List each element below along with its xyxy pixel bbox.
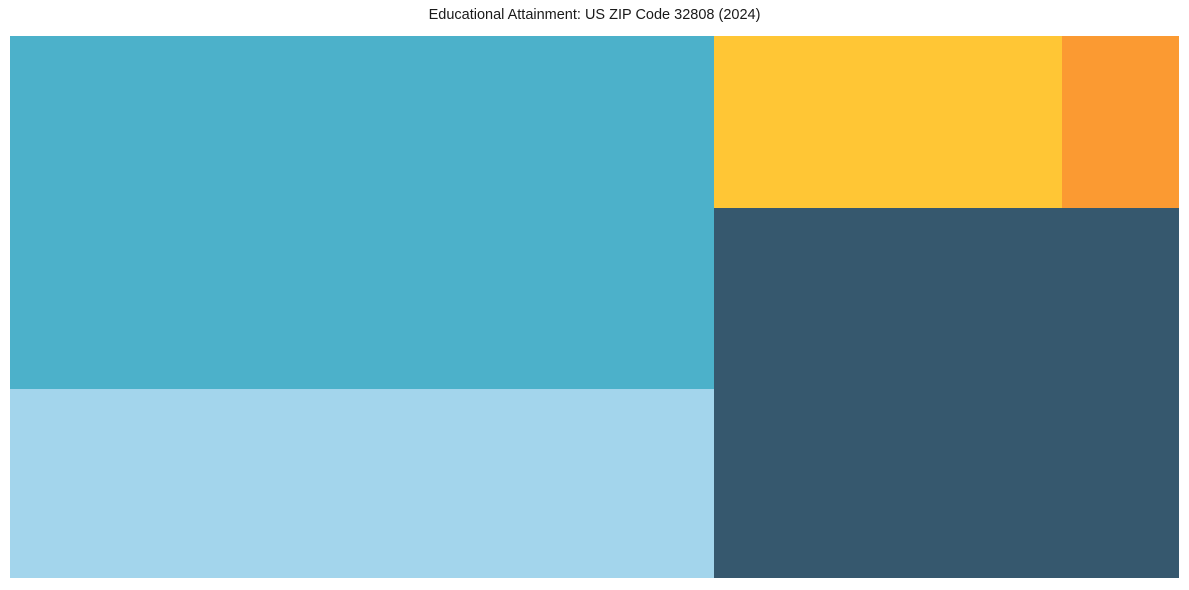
chart-title: Educational Attainment: US ZIP Code 3280…	[428, 7, 761, 23]
treemap-tile-less-than-high-school[interactable]: Less than high school diploma	[1061, 36, 1179, 208]
treemap-tile-associates-degree[interactable]: Associate's degree	[713, 36, 1062, 208]
treemap-tile-high-school-graduate[interactable]: High school graduate (includes equivalen…	[10, 36, 714, 389]
treemap-plot-area: High school graduate (includes equivalen…	[10, 36, 1179, 578]
treemap-tile-some-college-no-degree[interactable]: Some college, no degree	[713, 207, 1179, 578]
treemap-tile-bachelors-degree[interactable]: Bachelor's degree	[10, 389, 714, 578]
